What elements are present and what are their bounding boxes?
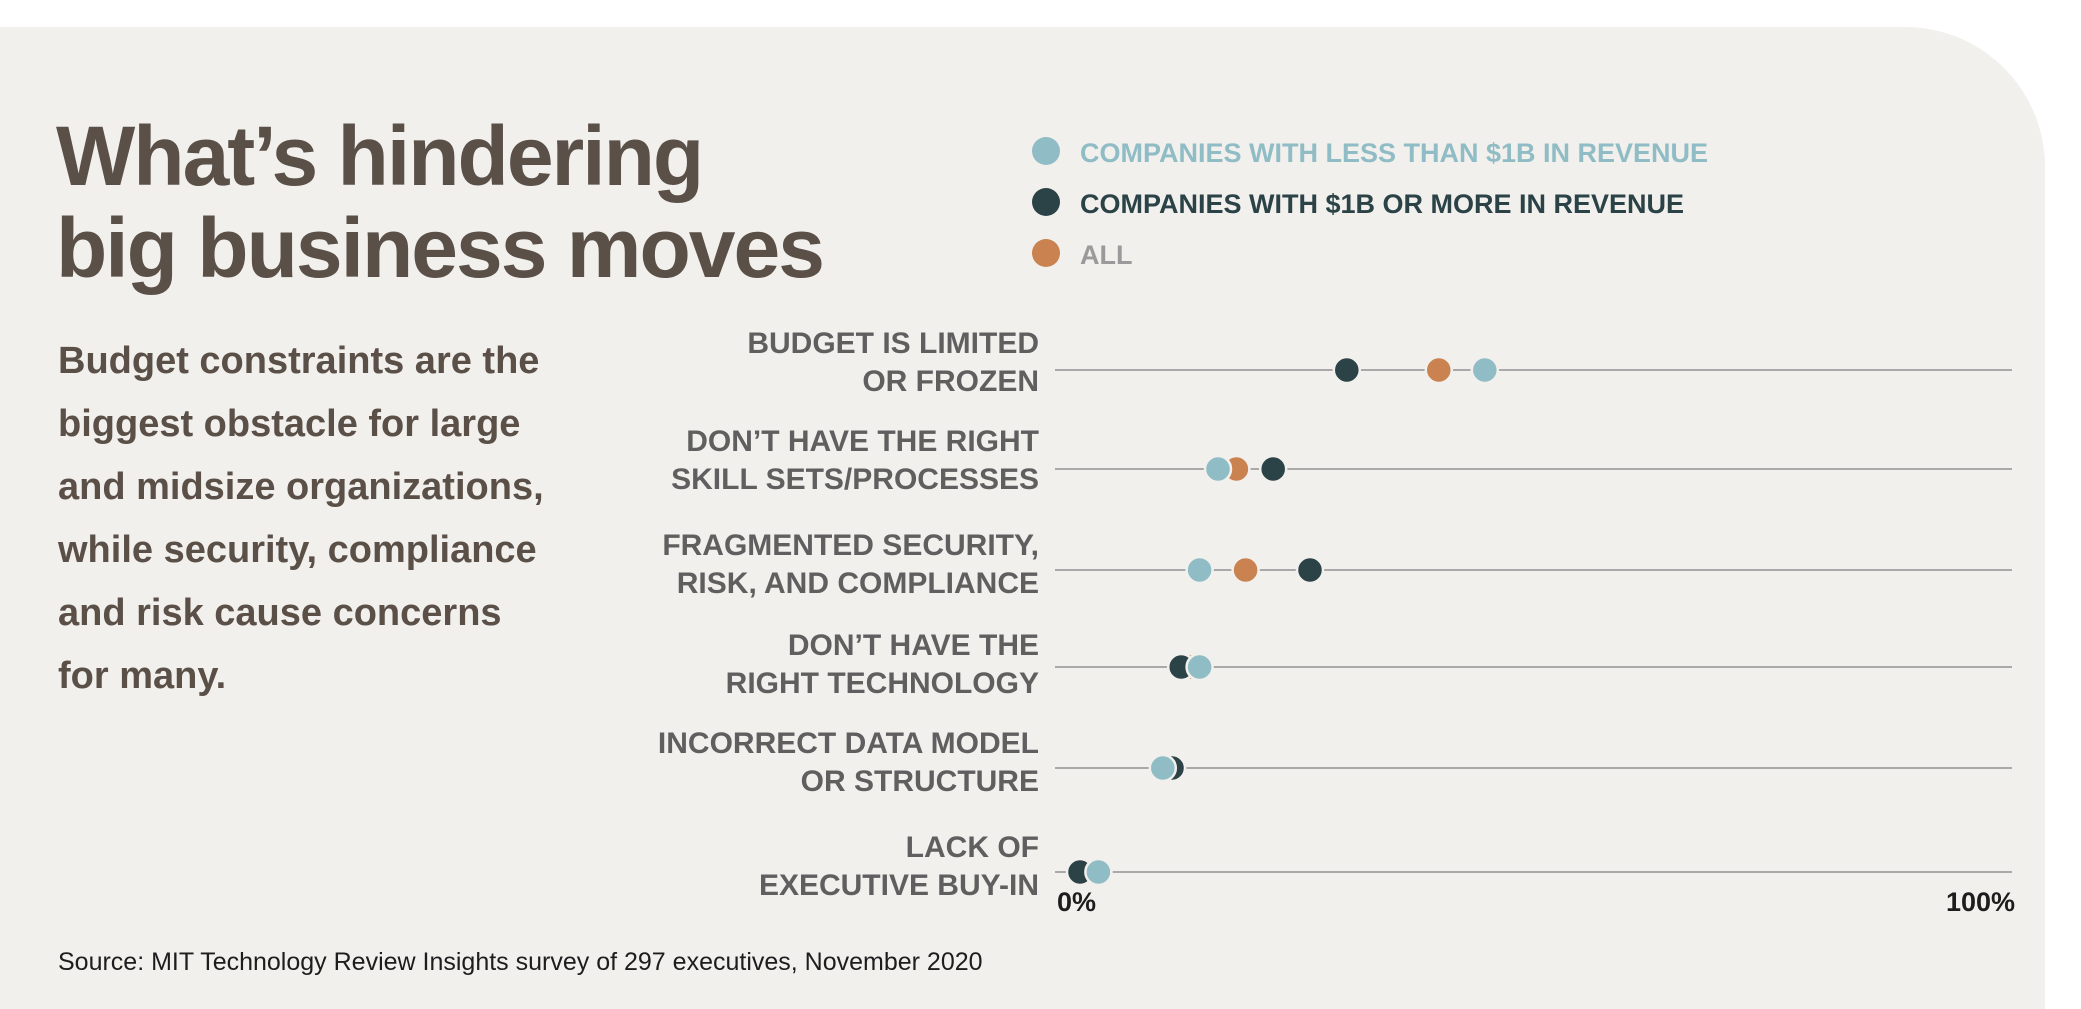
- x-tick-label-max: 100%: [1946, 887, 2016, 917]
- dot-companies-with-1b-or-more-in-revenue-budget-is-limited-or-frozen: [1332, 355, 1362, 385]
- dot-companies-with-1b-or-more-in-revenue-fragmented-security-risk-and-compliance: [1295, 555, 1325, 585]
- chart-title: What’s hindering big business moves: [56, 109, 825, 295]
- category-label-line: EXECUTIVE BUY-IN: [758, 869, 1039, 902]
- x-tick-label-min: 0%: [1057, 887, 1097, 917]
- dot-companies-with-less-than-1b-in-revenue-don-t-have-the-right-technology: [1185, 652, 1214, 682]
- subtitle-line: biggest obstacle for large: [58, 403, 521, 445]
- legend-marker: [1032, 239, 1060, 267]
- dot-companies-with-less-than-1b-in-revenue-fragmented-security-risk-and-compliance: [1185, 555, 1214, 585]
- category-label: INCORRECT DATA MODEL OR STRUCTURE: [519, 725, 1039, 801]
- category-label-line: FRAGMENTED SECURITY,: [662, 529, 1039, 562]
- legend-marker: [1032, 188, 1060, 216]
- dot-companies-with-less-than-1b-in-revenue-budget-is-limited-or-frozen: [1470, 355, 1500, 385]
- category-label: DON’T HAVE THE RIGHT TECHNOLOGY: [519, 627, 1039, 703]
- category-label-line: OR FROZEN: [862, 365, 1039, 398]
- dot-all-budget-is-limited-or-frozen: [1424, 355, 1454, 385]
- legend-label: ALL: [1080, 240, 1133, 270]
- title-line: What’s hindering: [56, 109, 704, 203]
- category-label: FRAGMENTED SECURITY, RISK, AND COMPLIANC…: [519, 527, 1039, 603]
- subtitle-line: and risk cause concerns: [58, 592, 502, 634]
- dot-companies-with-less-than-1b-in-revenue-lack-of-executive-buy-in: [1084, 857, 1113, 887]
- category-label-line: DON’T HAVE THE: [787, 629, 1039, 662]
- legend-marker: [1032, 137, 1060, 165]
- dot-companies-with-less-than-1b-in-revenue-don-t-have-the-right-skill-sets-processes: [1203, 454, 1233, 484]
- category-label: DON’T HAVE THE RIGHT SKILL SETS/PROCESSE…: [519, 423, 1039, 499]
- category-label-line: OR STRUCTURE: [800, 765, 1039, 798]
- subtitle-line: Budget constraints are the: [58, 340, 540, 382]
- subtitle-line: and midsize organizations,: [58, 466, 544, 508]
- source-note: Source: MIT Technology Review Insights s…: [58, 948, 983, 976]
- dot-companies-with-less-than-1b-in-revenue-incorrect-data-model-or-structure: [1148, 753, 1178, 783]
- title-line: big business moves: [56, 201, 825, 295]
- category-label: LACK OF EXECUTIVE BUY-IN: [519, 829, 1039, 905]
- category-label-line: BUDGET IS LIMITED: [747, 327, 1039, 360]
- chart-card: [0, 27, 2045, 1009]
- chart-subtitle: Budget constraints are the biggest obsta…: [58, 330, 618, 708]
- category-label-line: DON’T HAVE THE RIGHT: [686, 425, 1039, 458]
- subtitle-line: for many.: [58, 655, 227, 697]
- category-label-line: INCORRECT DATA MODEL: [657, 727, 1039, 760]
- legend-label: COMPANIES WITH LESS THAN $1B IN REVENUE: [1080, 138, 1709, 168]
- dot-all-fragmented-security-risk-and-compliance: [1231, 555, 1260, 585]
- dot-companies-with-1b-or-more-in-revenue-don-t-have-the-right-skill-sets-processes: [1258, 454, 1288, 484]
- category-label-line: SKILL SETS/PROCESSES: [671, 463, 1039, 496]
- category-label-line: RIGHT TECHNOLOGY: [725, 667, 1039, 700]
- category-label-line: RISK, AND COMPLIANCE: [676, 567, 1039, 600]
- category-label-line: LACK OF: [905, 831, 1039, 864]
- subtitle-line: while security, compliance: [58, 529, 537, 571]
- legend-label: COMPANIES WITH $1B OR MORE IN REVENUE: [1080, 189, 1685, 219]
- category-label: BUDGET IS LIMITED OR FROZEN: [519, 325, 1039, 401]
